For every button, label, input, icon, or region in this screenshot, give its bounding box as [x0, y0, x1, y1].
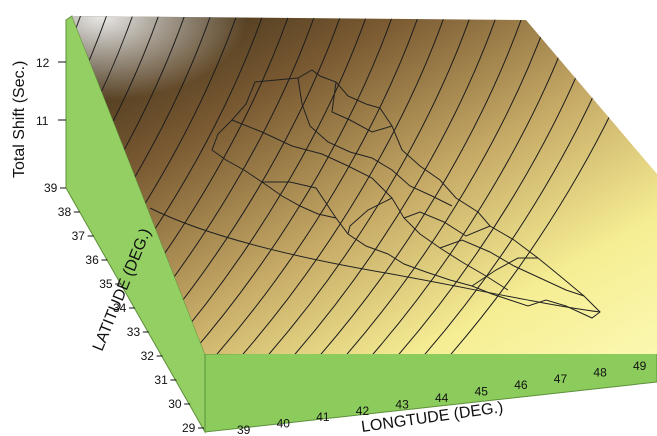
internal-borders-2: [331, 81, 393, 133]
y-tick-label: 35: [99, 277, 113, 291]
contour-line: [245, 16, 477, 354]
contour-line: [219, 16, 451, 354]
x-tick-label: 47: [554, 372, 568, 386]
y-tick-label: 32: [141, 349, 155, 363]
x-tick-label: 43: [395, 397, 409, 411]
contour-line: [72, 16, 243, 354]
contour-line: [167, 16, 399, 354]
z-tick-12: 12: [36, 56, 50, 70]
y-tick-label: 29: [182, 421, 196, 435]
internal-borders-4: [347, 197, 393, 235]
contour-line: [323, 16, 555, 354]
boundaries: [149, 69, 601, 319]
z-axis: [58, 61, 66, 121]
x-axis-ticks: 39 40 41 42 43 44 45 46 47 48 49: [237, 359, 647, 436]
x-tick-label: 39: [237, 423, 251, 436]
y-tick-label: 39: [44, 181, 58, 195]
contour-line: [72, 16, 139, 354]
y-tick-label: 30: [168, 397, 182, 411]
x-tick-label: 48: [593, 365, 607, 379]
internal-borders-6: [439, 239, 585, 297]
internal-borders-1: [297, 77, 453, 207]
internal-borders-7: [262, 181, 337, 219]
x-tick-label: 49: [633, 359, 647, 373]
contour-line: [193, 16, 425, 354]
x-tick-label: 45: [475, 385, 489, 399]
contour-line: [297, 16, 529, 354]
contour-line: [271, 16, 503, 354]
x-tick-label: 42: [356, 404, 370, 418]
x-tick-label: 40: [277, 417, 291, 431]
x-tick-label: 41: [316, 410, 330, 424]
x-tick-label: 44: [435, 391, 449, 405]
internal-borders-8: [471, 257, 538, 287]
y-tick-label: 37: [72, 229, 86, 243]
y-tick-label: 34: [113, 301, 127, 315]
country-outline: [211, 69, 601, 319]
z-axis-title: Total Shift (Sec.): [11, 61, 28, 178]
contour-line: [72, 16, 113, 354]
curve-line: [149, 207, 601, 313]
y-tick-label: 36: [85, 253, 99, 267]
x-tick-label: 46: [514, 378, 528, 392]
y-tick-label: 31: [154, 373, 168, 387]
z-tick-11: 11: [36, 114, 49, 128]
internal-borders-5: [403, 211, 491, 237]
y-tick-label: 33: [127, 325, 141, 339]
y-tick-label: 38: [58, 205, 72, 219]
